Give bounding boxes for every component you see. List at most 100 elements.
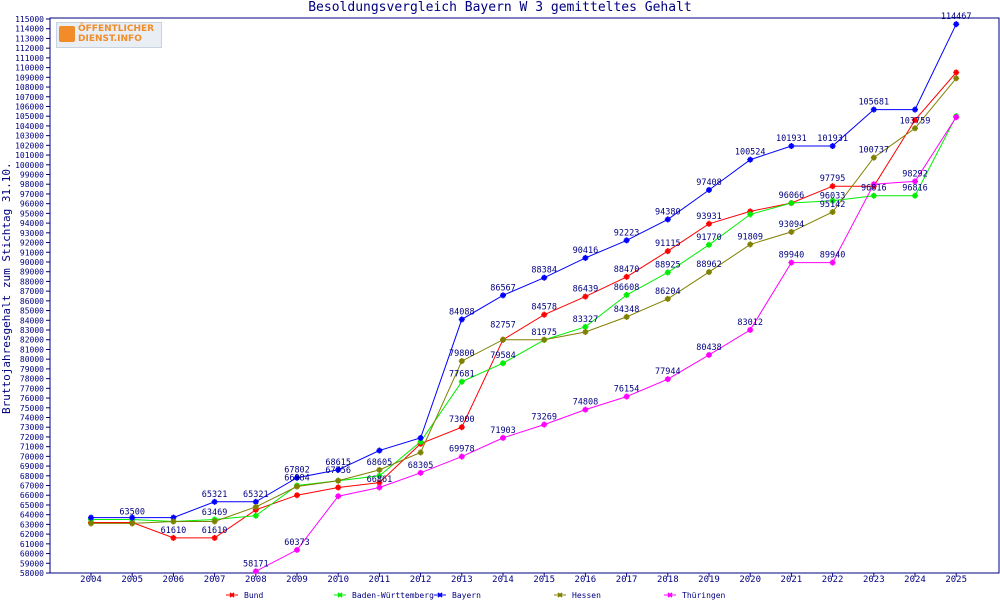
logo-line-2: DIENST.INFO (78, 34, 142, 44)
y-tick-label: 68000 (20, 472, 44, 481)
data-point (623, 291, 630, 298)
data-point (458, 424, 465, 431)
y-tick-label: 59000 (20, 559, 44, 568)
y-tick-label: 108000 (15, 83, 44, 92)
y-tick-label: 97000 (20, 190, 44, 199)
data-point (582, 328, 589, 335)
data-label: 60373 (284, 538, 310, 548)
data-label: 67756 (325, 466, 351, 476)
data-point (664, 295, 671, 302)
data-point (953, 114, 960, 121)
x-tick-label: 2019 (698, 575, 720, 585)
y-tick-label: 64000 (20, 511, 44, 520)
data-point (417, 434, 424, 441)
x-tick-label: 2018 (657, 575, 679, 585)
data-label: 84348 (614, 305, 640, 315)
x-tick-label: 2008 (245, 575, 267, 585)
legend-item: Hessen (554, 591, 601, 600)
data-point (294, 492, 300, 499)
data-point (211, 534, 218, 541)
x-tick-label: 2012 (410, 575, 432, 585)
data-point (664, 248, 671, 255)
y-tick-label: 101000 (15, 151, 44, 160)
data-point (664, 216, 671, 223)
data-point (582, 293, 589, 300)
series-line-bund (91, 72, 957, 539)
y-tick-label: 107000 (15, 93, 44, 102)
x-tick-label: 2005 (121, 575, 143, 585)
data-label: 67802 (284, 466, 310, 476)
data-point (129, 514, 136, 521)
y-tick-label: 79000 (20, 365, 44, 374)
data-point (912, 125, 918, 132)
y-tick-label: 82000 (20, 336, 44, 345)
y-tick-label: 109000 (15, 73, 44, 82)
data-label: 86204 (655, 287, 681, 297)
legend-item: Bayern (434, 591, 481, 600)
y-tick-label: 61000 (20, 540, 44, 549)
data-point (912, 178, 918, 185)
data-point (623, 273, 630, 280)
data-point (582, 254, 589, 261)
logo-badge-icon (59, 26, 75, 42)
data-point (500, 292, 506, 299)
data-point (953, 75, 960, 82)
y-tick-label: 93000 (20, 229, 44, 238)
data-label: 93931 (696, 212, 722, 222)
data-point (623, 313, 630, 320)
data-point (294, 546, 300, 553)
data-point (458, 378, 465, 385)
data-point (664, 376, 671, 383)
data-label: 77944 (655, 367, 681, 377)
x-tick-label: 2004 (80, 575, 102, 585)
y-tick-label: 115000 (15, 15, 44, 24)
data-label: 103759 (900, 116, 931, 126)
data-point (829, 143, 836, 150)
data-label: 84578 (531, 303, 557, 313)
data-label: 86608 (614, 283, 640, 293)
data-point (788, 259, 795, 266)
data-point (376, 479, 383, 486)
data-point (294, 483, 300, 490)
y-tick-label: 78000 (20, 375, 44, 384)
data-point (335, 484, 342, 491)
x-tick-label: 2015 (533, 575, 555, 585)
data-point (458, 453, 465, 460)
data-label: 114467 (941, 12, 972, 22)
data-point (252, 512, 259, 519)
data-point (582, 406, 589, 413)
data-label: 95142 (820, 200, 846, 210)
data-labels: 63500 61610 61610 65321 63469 65321 58171 67802… (119, 12, 971, 569)
y-tick-label: 94000 (20, 219, 44, 228)
y-tick-label: 77000 (20, 384, 44, 393)
y-tick-label: 86000 (20, 297, 44, 306)
data-point (829, 209, 836, 216)
legend-item: Thüringen (664, 591, 726, 600)
data-point (376, 472, 383, 479)
data-point (829, 259, 836, 266)
legend-item: Baden-Württemberg (334, 591, 434, 600)
data-label: 88925 (655, 260, 681, 270)
y-tick-label: 103000 (15, 132, 44, 141)
data-point (541, 311, 548, 318)
data-point (541, 336, 548, 343)
data-label: 97795 (820, 174, 846, 184)
data-point (458, 316, 465, 323)
y-tick-label: 70000 (20, 452, 44, 461)
data-point (458, 358, 465, 365)
data-label: 91770 (696, 233, 722, 243)
data-label: 83327 (573, 315, 599, 325)
x-tick-label: 2022 (822, 575, 844, 585)
data-point (500, 434, 506, 441)
data-point (335, 466, 342, 473)
data-label: 89940 (820, 251, 846, 261)
data-point (376, 466, 383, 473)
x-tick-label: 2006 (163, 575, 185, 585)
data-label: 91115 (655, 239, 681, 249)
y-tick-label: 84000 (20, 316, 44, 325)
data-label: 69978 (449, 445, 475, 455)
series-line-baden-w-rttemberg (91, 115, 957, 523)
data-point (129, 520, 136, 527)
y-tick-label: 113000 (15, 34, 44, 43)
